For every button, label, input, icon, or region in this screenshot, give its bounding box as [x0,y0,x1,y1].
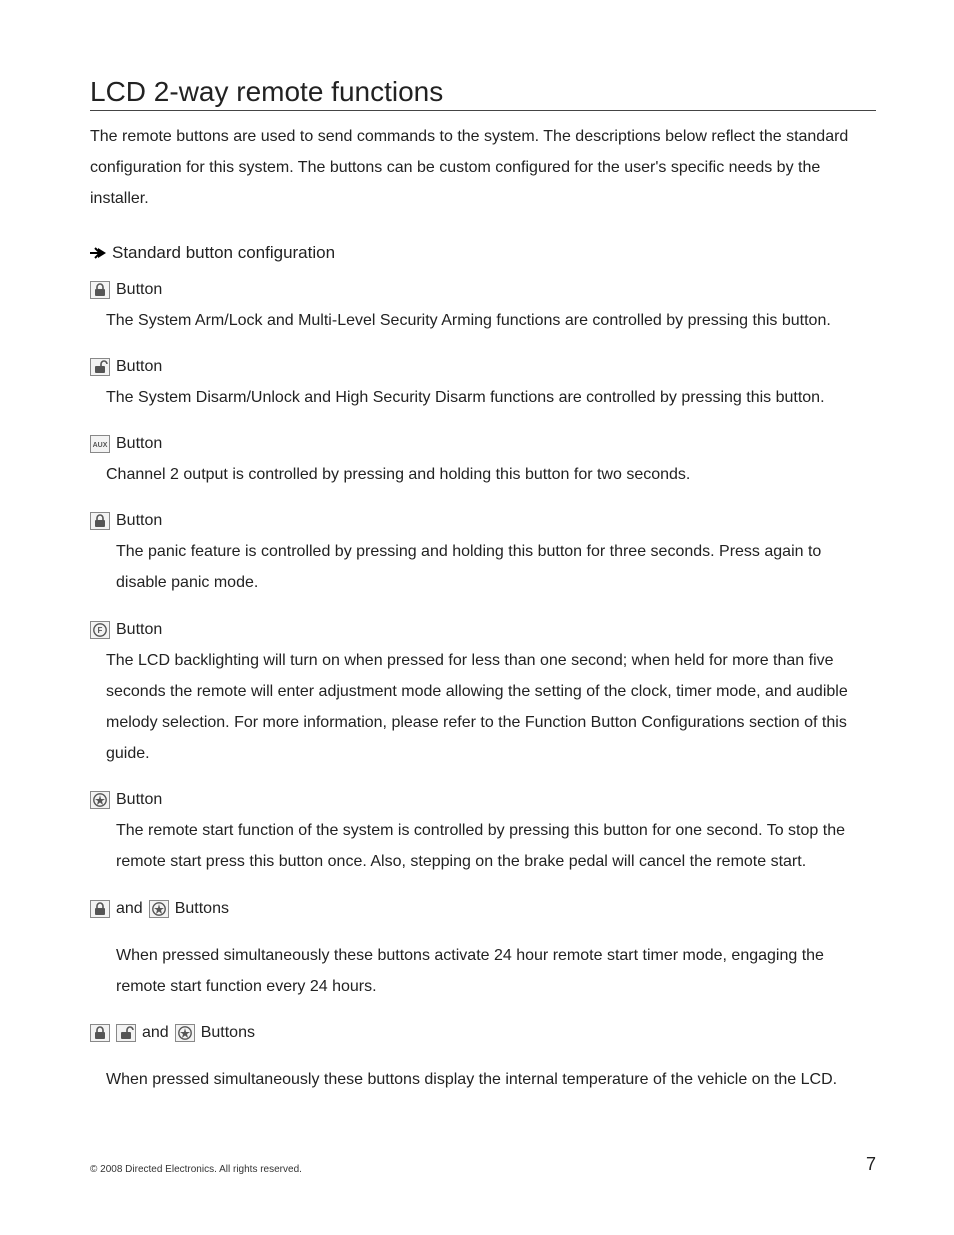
button-desc: The System Disarm/Unlock and High Securi… [106,382,876,413]
button-desc: The LCD backlighting will turn on when p… [106,645,876,770]
unlock-icon [116,1024,136,1042]
button-entry-combo-timer: and Buttons When pressed simultaneously … [90,900,876,1002]
button-entry-function: Button The LCD backlighting will turn on… [90,621,876,770]
combo-join: and [142,1024,169,1042]
button-label: Buttons [175,900,229,918]
button-desc: Channel 2 output is controlled by pressi… [106,459,876,490]
button-entry-remote-start: Button The remote start function of the … [90,791,876,877]
button-label: Button [116,512,162,530]
button-label: Button [116,791,162,809]
page-number: 7 [866,1154,876,1175]
intro-paragraph: The remote buttons are used to send comm… [90,121,876,215]
button-label: Buttons [201,1024,255,1042]
button-entry-combo-temp: and Buttons When pressed simultaneously … [90,1024,876,1095]
section-heading-text: Standard button configuration [112,243,335,263]
section-heading: Standard button configuration [90,243,876,263]
button-label: Button [116,358,162,376]
button-label: Button [116,621,162,639]
lock-icon [90,900,110,918]
button-entry-panic: Button The panic feature is controlled b… [90,512,876,598]
button-entry-unlock: Button The System Disarm/Unlock and High… [90,358,876,413]
star-icon [90,791,110,809]
page: LCD 2-way remote functions The remote bu… [0,0,954,1235]
lock-icon [90,512,110,530]
star-icon [149,900,169,918]
button-desc: The System Arm/Lock and Multi-Level Secu… [106,305,876,336]
button-desc: When pressed simultaneously these button… [106,1064,876,1095]
arrow-right-icon [90,247,106,259]
button-desc: When pressed simultaneously these button… [116,940,876,1002]
button-label: Button [116,281,162,299]
aux-icon [90,435,110,453]
button-entry-lock: Button The System Arm/Lock and Multi-Lev… [90,281,876,336]
button-desc: The panic feature is controlled by press… [116,536,876,598]
page-footer: © 2008 Directed Electronics. All rights … [90,1154,876,1175]
star-icon [175,1024,195,1042]
combo-join: and [116,900,143,918]
copyright-text: © 2008 Directed Electronics. All rights … [90,1164,302,1175]
button-desc: The remote start function of the system … [116,815,876,877]
lock-icon [90,1024,110,1042]
unlock-icon [90,358,110,376]
button-entry-aux: Button Channel 2 output is controlled by… [90,435,876,490]
f-icon [90,621,110,639]
lock-icon [90,281,110,299]
button-label: Button [116,435,162,453]
page-title: LCD 2-way remote functions [90,76,876,111]
